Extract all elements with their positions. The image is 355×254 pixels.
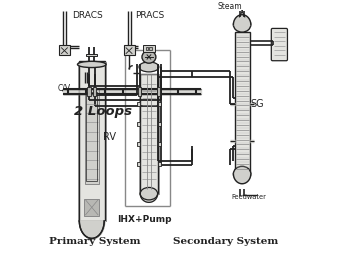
Bar: [235, 32, 250, 174]
Bar: [158, 162, 160, 166]
Polygon shape: [79, 221, 104, 239]
Bar: [124, 45, 135, 55]
Bar: [158, 142, 160, 146]
Bar: [84, 199, 99, 216]
Bar: [146, 47, 148, 50]
Bar: [158, 102, 160, 106]
Text: DRACS: DRACS: [72, 11, 103, 21]
Bar: [59, 45, 70, 55]
Text: 2 Loops: 2 Loops: [74, 105, 132, 118]
Polygon shape: [140, 194, 158, 202]
Ellipse shape: [142, 51, 156, 63]
Ellipse shape: [234, 166, 251, 181]
Ellipse shape: [140, 187, 158, 200]
FancyBboxPatch shape: [271, 28, 288, 61]
Text: IHX+Pump: IHX+Pump: [117, 215, 171, 224]
Bar: [87, 87, 91, 96]
Text: Feedwater: Feedwater: [231, 194, 266, 200]
Bar: [137, 142, 140, 146]
Bar: [137, 102, 140, 106]
Bar: [78, 62, 106, 221]
Bar: [149, 47, 152, 50]
Bar: [157, 87, 160, 96]
Text: SG: SG: [251, 99, 264, 109]
Text: C/V: C/V: [58, 84, 71, 92]
Bar: [85, 89, 99, 184]
Text: Secondary System: Secondary System: [173, 237, 279, 246]
Bar: [143, 45, 155, 52]
Bar: [86, 54, 97, 56]
Text: PRACS: PRACS: [135, 11, 164, 21]
Bar: [139, 74, 159, 194]
Polygon shape: [234, 174, 251, 184]
Polygon shape: [234, 15, 251, 25]
Ellipse shape: [139, 62, 159, 72]
Text: Steam: Steam: [217, 2, 242, 11]
Bar: [158, 122, 160, 126]
Bar: [86, 92, 97, 181]
Text: RV: RV: [103, 132, 116, 141]
FancyBboxPatch shape: [79, 61, 105, 221]
Ellipse shape: [77, 61, 106, 68]
Ellipse shape: [234, 17, 251, 32]
Bar: [93, 87, 97, 96]
Bar: [138, 87, 141, 96]
Bar: [137, 162, 140, 166]
Bar: [140, 74, 158, 194]
Text: Primary System: Primary System: [49, 237, 140, 246]
Bar: [137, 122, 140, 126]
